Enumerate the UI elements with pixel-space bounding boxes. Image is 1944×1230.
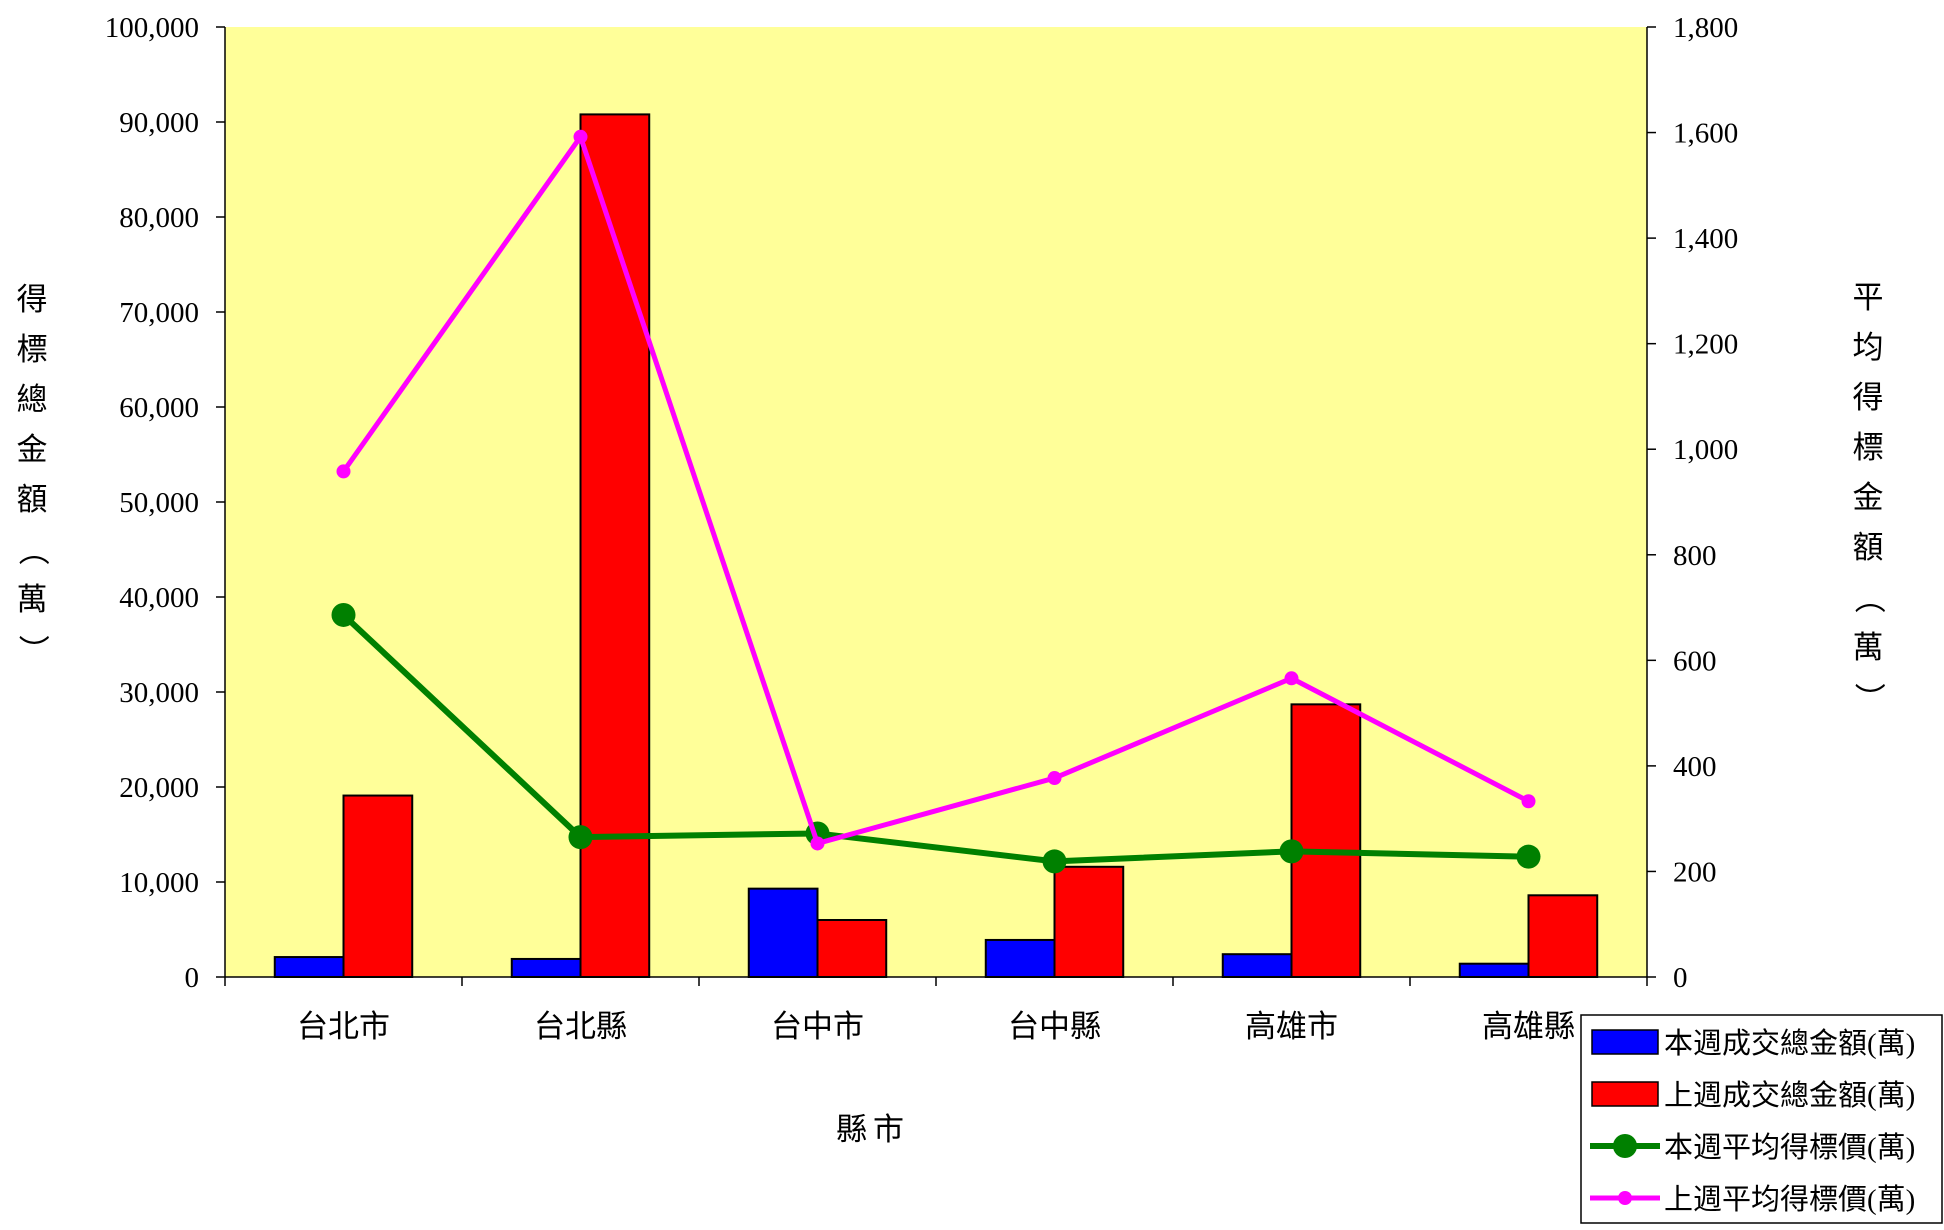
y-axis-title-char: 萬 [17, 582, 48, 617]
left-axis-ticks: 0 10,000 20,000 30,000 40,000 50,000 60,000 70,… [105, 12, 225, 994]
bar [342, 794, 414, 978]
bar [1053, 865, 1125, 978]
y2-axis-title-char: 平 [1853, 280, 1884, 315]
legend-label: 上週成交總金額(萬) [1664, 1079, 1915, 1112]
bar [1290, 703, 1362, 978]
y-tick-label: 60,000 [119, 392, 199, 424]
x-axis-title: 縣市 [836, 1112, 910, 1147]
y-axis-title-char: 額 [17, 482, 48, 517]
bar [747, 887, 819, 979]
y2-tick-label: 1,400 [1673, 223, 1738, 255]
y2-tick-label: 1,800 [1673, 12, 1738, 44]
y2-tick-label: 1,000 [1673, 434, 1738, 466]
y2-axis-title-char: ） [1851, 683, 1886, 714]
line-point [1047, 771, 1062, 786]
y-axis-title-char: ） [15, 635, 50, 666]
series-line [341, 134, 1530, 846]
legend-label: 本週平均得標價(萬) [1664, 1131, 1915, 1164]
plot-area [225, 27, 1647, 977]
y2-tick-label: 0 [1673, 962, 1688, 994]
y-tick-label: 40,000 [119, 582, 199, 614]
x-tick-label: 台中縣 [1008, 1009, 1101, 1044]
y-tick-label: 0 [185, 962, 200, 994]
x-tick-label: 台北縣 [534, 1009, 627, 1044]
y2-axis-title-char: （ [1851, 583, 1886, 614]
y-tick-label: 70,000 [119, 297, 199, 329]
y-axis-title-char: （ [15, 535, 50, 566]
legend-marker [1618, 1191, 1632, 1205]
right-axis-ticks: 0 200 400 600 800 1,000 1,200 1,400 1,600 1,800 [1647, 12, 1738, 994]
line-point [1279, 839, 1304, 864]
y2-tick-label: 800 [1673, 540, 1717, 572]
legend-swatch [1591, 1081, 1659, 1107]
legend: 本週成交總金額(萬) 上週成交總金額(萬) 本週平均得標價(萬) 上週平均得標價(萬) [1580, 1014, 1943, 1224]
bar [1458, 962, 1530, 979]
y2-axis-title-char: 得 [1853, 380, 1884, 415]
y-axis-title-char: 金 [17, 432, 48, 467]
bar [273, 956, 345, 978]
line-point [1284, 671, 1299, 686]
bar [984, 938, 1056, 979]
y2-tick-label: 400 [1673, 751, 1717, 783]
legend-swatch [1591, 1029, 1659, 1055]
legend-label: 上週平均得標價(萬) [1664, 1183, 1915, 1216]
y-tick-label: 10,000 [119, 867, 199, 899]
y2-axis-title-char: 額 [1853, 530, 1884, 565]
line-point [336, 464, 351, 479]
line-point [1516, 844, 1541, 869]
y2-axis-title-char: 均 [1853, 330, 1884, 365]
x-tick-label: 台中市 [771, 1009, 864, 1044]
x-tick-label: 高雄縣 [1482, 1009, 1575, 1044]
bar [510, 957, 582, 979]
legend-box [1580, 1014, 1943, 1224]
line-point [1042, 849, 1067, 874]
y-tick-label: 30,000 [119, 677, 199, 709]
bar [1221, 953, 1293, 979]
legend-label: 本週成交總金額(萬) [1664, 1027, 1915, 1060]
y2-tick-label: 1,200 [1673, 329, 1738, 361]
y-tick-label: 80,000 [119, 202, 199, 234]
bar [1527, 894, 1599, 978]
x-tick-label: 台北市 [297, 1009, 390, 1044]
x-tick-label: 高雄市 [1245, 1009, 1338, 1044]
y2-tick-label: 600 [1673, 645, 1717, 677]
y2-axis-title-char: 金 [1853, 480, 1884, 515]
bar [816, 919, 888, 978]
line-point [568, 825, 593, 850]
y2-tick-label: 1,600 [1673, 118, 1738, 150]
y-tick-label: 90,000 [119, 107, 199, 139]
line-point [810, 836, 825, 851]
y2-tick-label: 200 [1673, 856, 1717, 888]
x-axis-ticks: 台北市 台北縣 台中市 台中縣 高雄市 高雄縣 [224, 977, 1648, 1044]
y-tick-label: 50,000 [119, 487, 199, 519]
legend-marker [1613, 1134, 1637, 1158]
y-axis-title-char: 總 [17, 382, 48, 417]
bar [579, 113, 651, 978]
y2-axis-title-char: 標 [1853, 430, 1884, 465]
y-axis-title-char: 標 [17, 332, 48, 367]
line-point [1521, 794, 1536, 809]
y-axis-title-char: 得 [17, 282, 48, 317]
y-tick-label: 100,000 [105, 12, 199, 44]
y-tick-label: 20,000 [119, 772, 199, 804]
series-line [341, 612, 1529, 865]
y2-axis-title-char: 萬 [1853, 630, 1884, 665]
lines-layer [331, 129, 1541, 874]
line-point [331, 602, 356, 627]
bars-layer [273, 113, 1599, 979]
line-point [573, 129, 588, 144]
